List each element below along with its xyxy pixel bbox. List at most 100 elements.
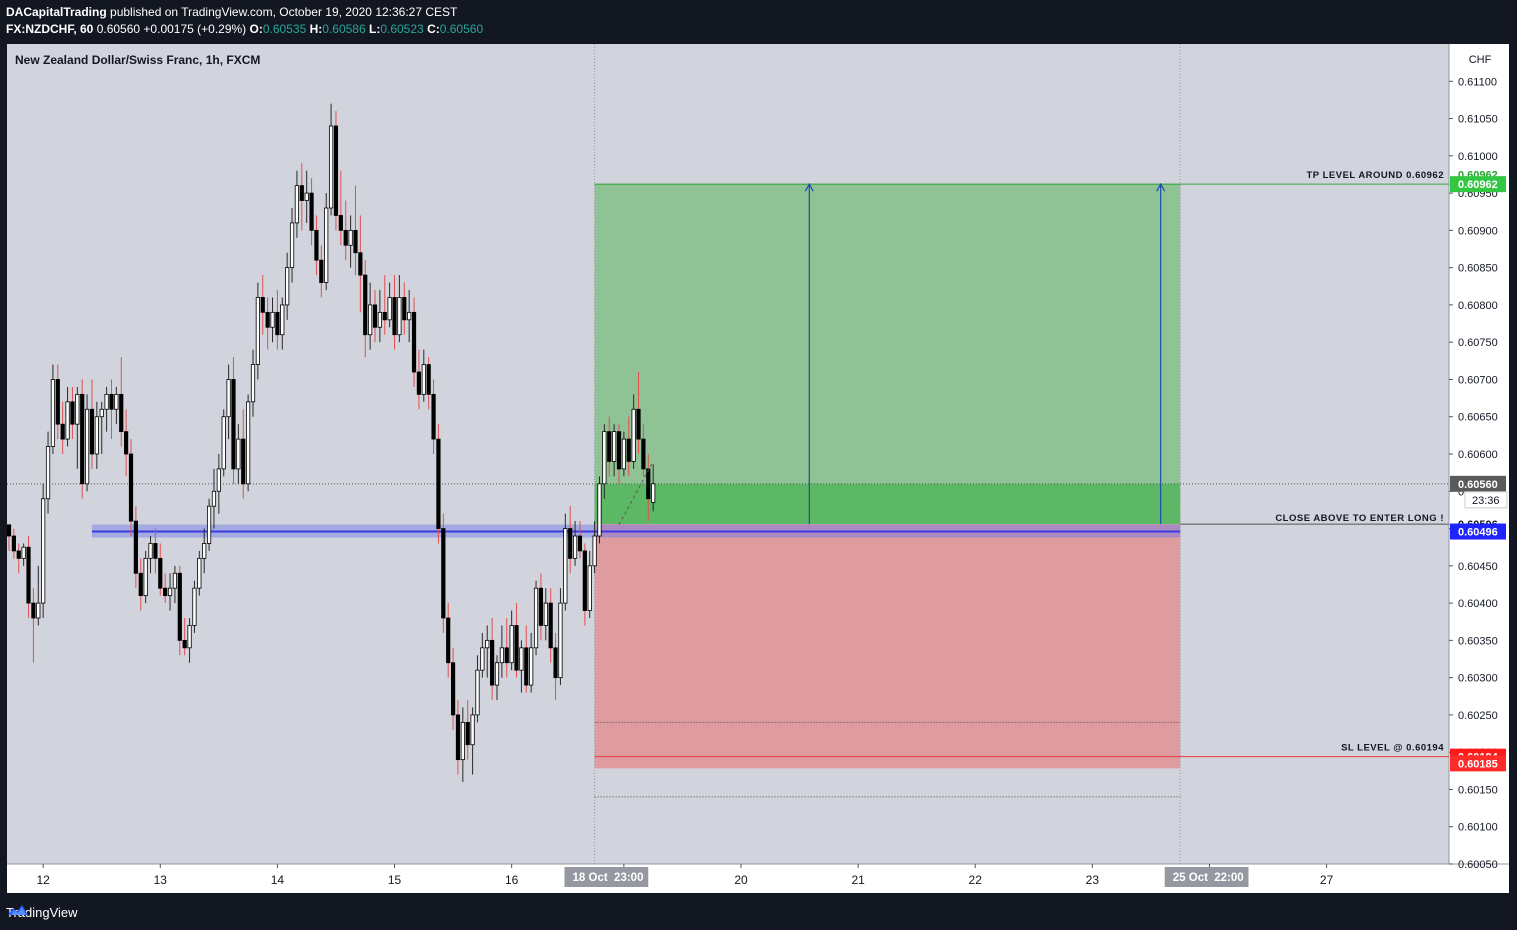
time-axis-background: [7, 864, 1509, 893]
candle-body: [558, 602, 563, 679]
candle-body: [538, 587, 544, 626]
candle-body: [646, 468, 651, 500]
chart-header: DACapitalTrading published on TradingVie…: [6, 4, 483, 38]
candle-body: [211, 490, 217, 507]
candle-body: [206, 505, 212, 544]
time-badge-text-4: 22:00: [1214, 872, 1243, 884]
candle-body: [75, 393, 80, 425]
candle-body: [319, 259, 324, 283]
candle-body: [133, 520, 138, 574]
candle-body: [358, 252, 363, 276]
time-badge-text-2: 23:00: [614, 872, 643, 884]
x-tick-label: 21: [851, 873, 865, 887]
candle-body: [626, 438, 631, 462]
time-badge-2: [609, 867, 649, 887]
publisher-name[interactable]: DACapitalTrading: [6, 5, 107, 19]
candle-body: [236, 438, 241, 470]
candle-body: [431, 393, 436, 440]
candle-body: [377, 311, 382, 328]
candle-body: [411, 311, 417, 373]
candle-body: [41, 498, 46, 604]
candle-body: [470, 714, 475, 746]
candle-body: [372, 304, 378, 328]
candle-body: [407, 311, 412, 321]
candle-body: [260, 297, 265, 313]
candle-body: [216, 468, 221, 492]
high-label: H:: [309, 22, 323, 36]
chart-title: New Zealand Dollar/Swiss Franc, 1h, FXCM: [15, 53, 260, 67]
open-label: O:: [249, 22, 263, 36]
candle-body: [55, 379, 60, 425]
y-tick-label: 0.61000: [1458, 151, 1498, 163]
candle-body: [416, 371, 422, 395]
candle-body: [6, 524, 12, 537]
candle-body: [65, 401, 70, 440]
candle-body: [314, 229, 319, 261]
candle-body: [84, 408, 90, 485]
candle-body: [163, 587, 168, 597]
candle-body: [36, 602, 41, 619]
candle-body: [397, 297, 402, 336]
currency-label: CHF: [1469, 54, 1492, 66]
candle-body: [124, 431, 129, 455]
time-badge-4: [1209, 867, 1249, 887]
candle-body: [348, 229, 353, 246]
currency-badge: [1460, 49, 1500, 67]
candle-body: [333, 125, 339, 216]
candle-body: [519, 647, 524, 671]
x-tick-label: 15: [388, 873, 402, 887]
candle-body: [612, 431, 617, 462]
y-tick-label: 0.60700: [1458, 374, 1498, 386]
candle-body: [616, 431, 622, 470]
candle-body: [109, 393, 114, 410]
candle-body: [50, 379, 56, 447]
candle-body: [597, 483, 602, 537]
candle-body: [285, 267, 290, 306]
candle-body: [280, 304, 285, 336]
candle-body: [524, 647, 529, 686]
publish-line: DACapitalTrading published on TradingVie…: [6, 4, 483, 21]
tradingview-logo-icon[interactable]: [6, 902, 30, 918]
x-tick-label: 16: [505, 873, 519, 887]
candle-body: [328, 125, 334, 209]
candle-body: [631, 408, 636, 462]
low-label: L:: [369, 22, 381, 36]
candle-body: [514, 625, 519, 671]
candle-body: [441, 528, 446, 619]
entry-band-badge: [1450, 523, 1506, 540]
candle-body: [138, 572, 143, 597]
candle-body: [392, 297, 397, 336]
candle-body: [343, 229, 348, 246]
right-frame: [1509, 44, 1517, 893]
y-tick-label: 0.60150: [1458, 784, 1498, 796]
candle-body: [553, 647, 558, 679]
x-tick-label: 20: [734, 873, 748, 887]
candle-body: [45, 446, 51, 500]
y-tick-label: 0.60800: [1458, 300, 1498, 312]
candle-body: [607, 431, 612, 462]
candle-body: [11, 535, 16, 552]
candle-body: [651, 483, 656, 503]
candle-body: [387, 297, 392, 321]
y-tick-label: 0.60850: [1458, 263, 1498, 275]
entry-band-badge-text: 0.60496: [1458, 527, 1498, 539]
candle-body: [621, 438, 626, 470]
candle-body: [460, 721, 465, 761]
candle-body: [421, 364, 426, 395]
low-value: 0.60523: [380, 22, 424, 36]
candle-body: [31, 602, 36, 619]
candle-body: [255, 297, 260, 365]
sl2-badge-text: 0.60185: [1458, 758, 1498, 770]
candle-body: [475, 669, 480, 716]
candle-body: [504, 647, 509, 664]
candle-body: [167, 587, 173, 597]
published-text: published on TradingView.com, October 19…: [110, 5, 458, 19]
y-tick-label: 0.60650: [1458, 412, 1498, 424]
x-tick-label: 14: [271, 873, 285, 887]
candle-body: [402, 297, 407, 321]
candle-body: [231, 379, 236, 470]
candle-body: [104, 393, 109, 410]
candle-body: [172, 572, 178, 589]
